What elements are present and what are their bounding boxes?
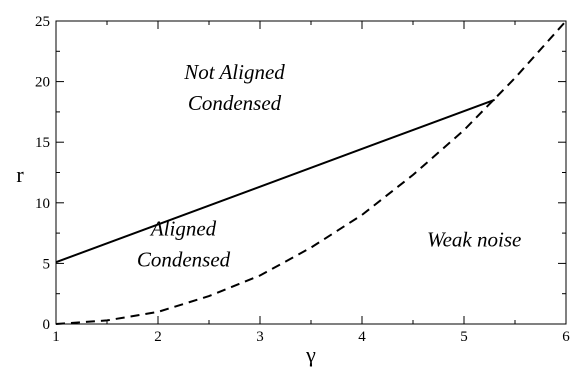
x-tick-label: 4 — [358, 329, 366, 345]
y-tick-label: 5 — [43, 256, 51, 272]
y-tick-label: 20 — [35, 75, 50, 91]
solid-boundary-line — [55, 98, 495, 264]
y-tick-label: 0 — [43, 317, 51, 333]
x-tick-label: 5 — [460, 329, 468, 345]
x-tick-label: 3 — [256, 329, 264, 345]
y-tick-label: 15 — [35, 135, 50, 151]
y-tick-label: 10 — [35, 196, 50, 212]
region-labels: Not Aligned Condensed Aligned Condensed Weak… — [137, 60, 522, 271]
x-tick-label: 2 — [154, 329, 162, 345]
x-tick-label: 6 — [562, 329, 570, 345]
axis-ticks — [55, 20, 567, 325]
region-label: Aligned — [149, 217, 217, 241]
y-tick-label: 25 — [35, 14, 50, 30]
axis-tick-labels: 1 2 3 4 5 6 0 5 10 15 20 25 — [35, 14, 570, 345]
region-label: Condensed — [188, 91, 282, 115]
x-axis-label: γ — [305, 342, 316, 367]
plot-frame — [55, 20, 567, 325]
region-label: Weak noise — [427, 227, 521, 251]
region-label: Not Aligned — [183, 60, 285, 84]
x-tick-label: 1 — [52, 329, 60, 345]
data-series — [55, 20, 567, 325]
region-label: Condensed — [137, 248, 231, 272]
y-axis-label: r — [16, 162, 24, 187]
dashed-boundary-line — [55, 20, 567, 325]
